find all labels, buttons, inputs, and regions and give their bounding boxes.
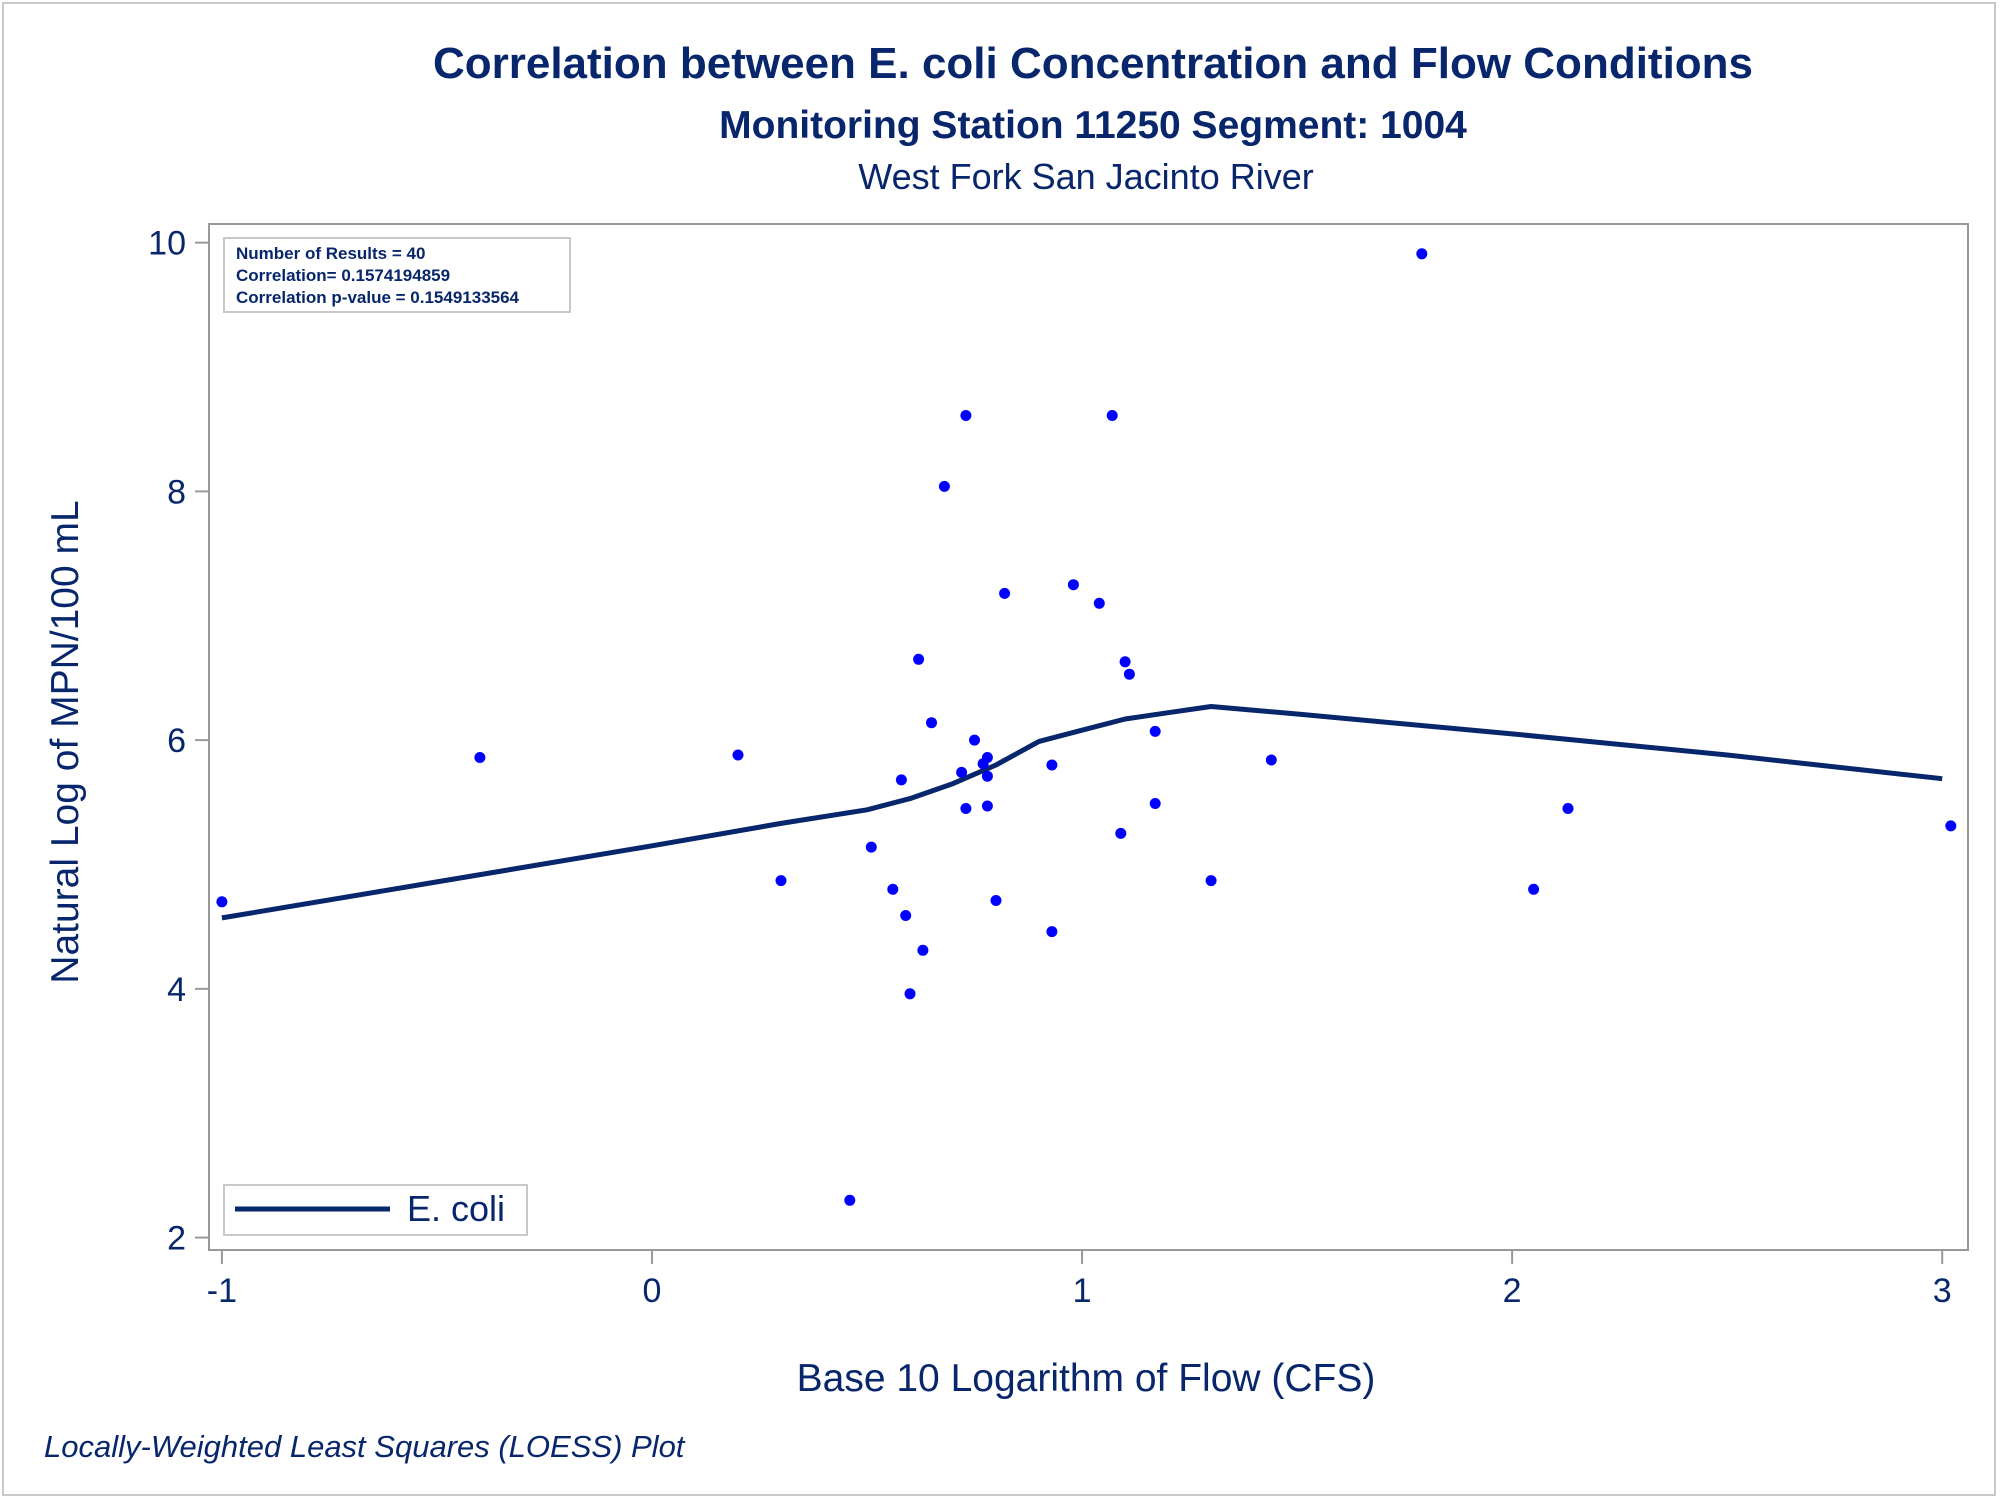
plot-area (208, 223, 1969, 1251)
y-tick-label: 8 (167, 473, 186, 511)
y-tick-label: 2 (167, 1220, 186, 1258)
data-point (956, 766, 968, 778)
data-point (926, 717, 937, 729)
y-axis: 2 4 6 8 10 (148, 225, 209, 1258)
data-point (900, 910, 912, 921)
data-point (913, 653, 925, 665)
data-point (1149, 725, 1161, 737)
footnote: Locally-Weighted Least Squares (LOESS) P… (44, 1429, 686, 1464)
chart-subtitle: Monitoring Station 11250 Segment: 1004 (719, 104, 1467, 147)
data-point (1115, 827, 1127, 839)
stats-box (223, 237, 571, 313)
data-point (960, 410, 972, 421)
data-point (938, 480, 950, 492)
stats-p-value: Correlation p-value = 0.1549133564 (236, 288, 520, 307)
data-point (732, 749, 744, 761)
data-point (960, 803, 972, 814)
data-point (1046, 759, 1058, 771)
data-point (865, 841, 877, 853)
x-axis-label: Base 10 Logarithm of Flow (CFS) (797, 1357, 1376, 1400)
data-point (917, 944, 929, 956)
data-point (999, 587, 1011, 599)
data-point (844, 1194, 856, 1206)
data-point (1093, 597, 1105, 609)
data-point (775, 875, 787, 887)
y-tick-label: 4 (167, 971, 186, 1009)
data-point (1046, 926, 1058, 938)
chart-subtitle-2: West Fork San Jacinto River (858, 156, 1313, 197)
data-point (1205, 875, 1217, 887)
points-layer (216, 248, 1957, 1206)
chart-title: Correlation between E. coli Concentratio… (433, 39, 1753, 88)
y-tick-label: 6 (167, 722, 186, 760)
data-point (1106, 410, 1118, 421)
data-point (1119, 656, 1131, 668)
x-axis: -1 0 1 2 3 (207, 1250, 1952, 1310)
data-point (990, 895, 1002, 906)
legend-label: E. coli (407, 1188, 505, 1229)
y-axis-label: Natural Log of MPN/100 mL (44, 500, 87, 983)
data-point (887, 883, 899, 895)
data-point (1945, 820, 1957, 832)
x-tick-label: 3 (1933, 1272, 1952, 1310)
data-point (1123, 668, 1135, 680)
y-tick-label: 10 (148, 225, 186, 263)
data-point (1562, 803, 1574, 814)
data-point (216, 896, 228, 908)
stats-count: Number of Results = 40 (236, 244, 425, 263)
data-point (981, 752, 993, 763)
data-point (474, 752, 486, 763)
data-point (1149, 798, 1161, 809)
data-point (904, 988, 916, 1000)
data-point (1528, 883, 1540, 895)
x-tick-label: 0 (643, 1272, 662, 1310)
x-tick-label: 1 (1073, 1272, 1092, 1310)
data-point (895, 774, 907, 786)
stats-correlation: Correlation= 0.1574194859 (236, 266, 450, 285)
data-point (981, 770, 993, 782)
data-point (981, 800, 993, 812)
x-tick-label: -1 (207, 1272, 237, 1310)
data-point (1067, 579, 1079, 591)
data-point (1265, 754, 1277, 766)
loess-layer (221, 704, 1943, 921)
data-point (969, 734, 980, 746)
loess-line (221, 704, 1943, 921)
x-tick-label: 2 (1503, 1272, 1522, 1310)
data-point (1416, 248, 1428, 260)
